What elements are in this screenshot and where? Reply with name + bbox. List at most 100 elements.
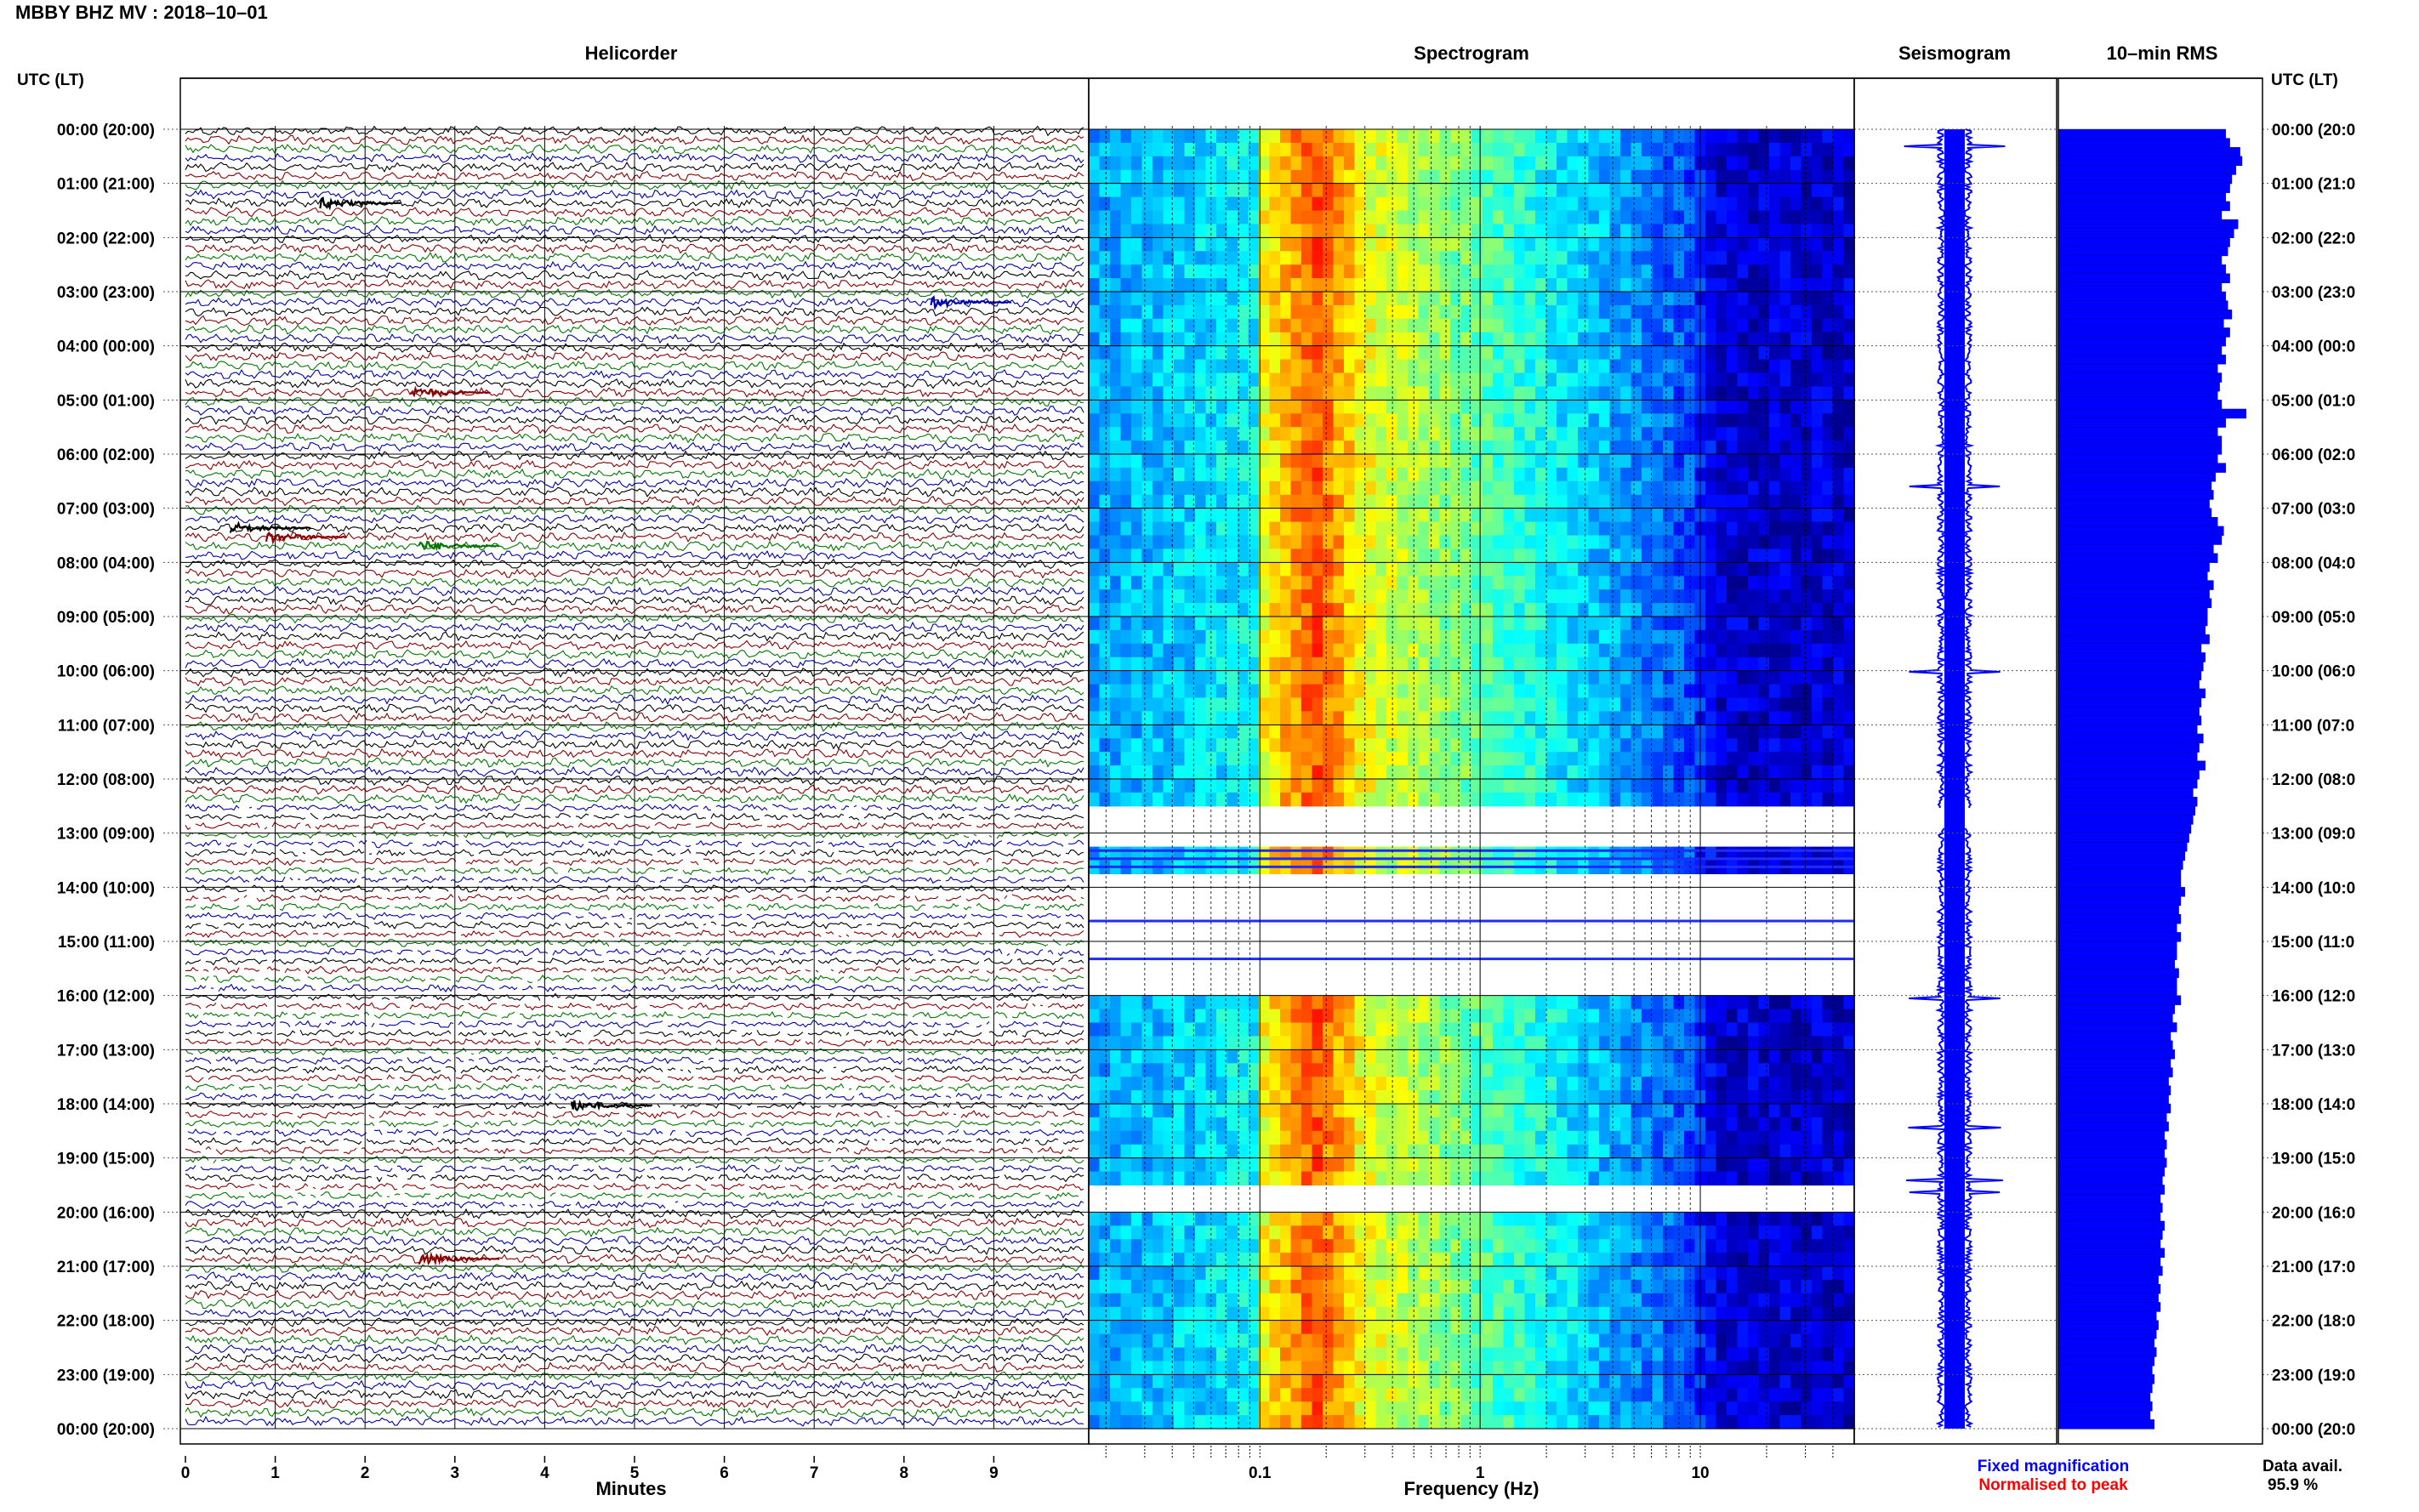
spectrogram-cell: [1323, 670, 1335, 685]
spectrogram-cell: [1259, 792, 1271, 807]
spectrogram-cell: [1120, 1036, 1132, 1050]
spectrogram-cell: [1503, 359, 1515, 374]
spectrogram-cell: [1120, 386, 1132, 401]
spectrogram-cell: [1822, 237, 1834, 252]
helicorder-event: [930, 295, 1012, 310]
spectrogram-cell: [1184, 251, 1196, 265]
spectrogram-cell: [1609, 1090, 1621, 1105]
spectrogram-cell: [1503, 603, 1515, 617]
spectrogram-cell: [1769, 508, 1781, 523]
spectrogram-cell: [1397, 603, 1409, 617]
spectrogram-cell: [1557, 738, 1568, 753]
spectrogram-cell: [1737, 278, 1749, 293]
spectrogram-cell: [1259, 697, 1271, 712]
spectrogram-cell: [1631, 480, 1642, 496]
spectrogram-cell: [1344, 480, 1356, 496]
spectrogram-cell: [1642, 1157, 1653, 1173]
spectrogram-cell: [1439, 670, 1451, 685]
spectrogram-cell: [1354, 169, 1366, 185]
spectrogram-cell: [1545, 278, 1557, 293]
spectrogram-cell: [1801, 603, 1813, 617]
spectrogram-cell: [1163, 1090, 1175, 1105]
spectrogram-cell: [1195, 210, 1207, 225]
spectrogram-cell: [1269, 372, 1281, 387]
spectrogram-cell: [1418, 562, 1430, 577]
spectrogram-cell: [1545, 142, 1557, 157]
spectrogram-cell: [1599, 603, 1611, 617]
spectrogram-cell: [1588, 1117, 1600, 1132]
spectrogram-cell: [1323, 1049, 1335, 1064]
spectrogram-cell: [1684, 278, 1696, 293]
spectrogram-cell: [1344, 562, 1356, 577]
spectrogram-cell: [1652, 508, 1664, 523]
spectrogram-cell: [1482, 1144, 1494, 1159]
spectrogram-cell: [1269, 725, 1281, 739]
spectrogram-cell: [1089, 156, 1101, 171]
spectrogram-cell: [1727, 129, 1739, 144]
spectrogram-cell: [1312, 318, 1323, 333]
spectrogram-cell: [1737, 467, 1749, 482]
spectrogram-cell: [1769, 292, 1781, 306]
spectrogram-cell: [1599, 467, 1611, 482]
spectrogram-cell: [1514, 643, 1526, 658]
spectrogram-cell: [1758, 562, 1770, 577]
spectrogram-cell: [1503, 210, 1515, 225]
spectrogram-cell: [1578, 1036, 1590, 1050]
spectrogram-cell: [1344, 441, 1356, 455]
spectrogram-cell: [1790, 1077, 1802, 1091]
spectrogram-cell: [1769, 562, 1781, 577]
spectrogram-cell: [1822, 264, 1834, 279]
spectrogram-cell: [1301, 1036, 1313, 1050]
spectrogram-cell: [1110, 1077, 1122, 1091]
spectrogram-cell: [1238, 1036, 1249, 1050]
spectrogram-cell: [1737, 1117, 1749, 1132]
spectrogram-cell: [1684, 1171, 1696, 1186]
spectrogram-cell: [1758, 413, 1770, 428]
spectrogram-cell: [1524, 508, 1536, 523]
spectrogram-cell: [1216, 779, 1228, 793]
spectrogram-cell: [1599, 413, 1611, 428]
spectrogram-cell: [1238, 1049, 1249, 1064]
spectrogram-cell: [1386, 617, 1398, 631]
spectrogram-cell: [1375, 562, 1387, 577]
spectrogram-cell: [1833, 1036, 1845, 1050]
spectrogram-cell: [1758, 386, 1770, 401]
spectrogram-cell: [1843, 345, 1855, 361]
spectrogram-cell: [1588, 779, 1600, 793]
spectrogram-cell: [1195, 264, 1207, 279]
spectrogram-cell: [1482, 1090, 1494, 1105]
spectrogram-cell: [1588, 684, 1600, 699]
spectrogram-cell: [1120, 304, 1132, 320]
spectrogram-cell: [1195, 196, 1207, 212]
spectrogram-cell: [1248, 603, 1260, 617]
spectrogram-cell: [1450, 264, 1462, 279]
spectrogram-cell: [1110, 251, 1122, 265]
spectrogram-cell: [1259, 372, 1271, 387]
spectrogram-cell: [1642, 129, 1653, 144]
spectrogram-cell: [1365, 1090, 1377, 1105]
spectrogram-cell: [1545, 129, 1557, 144]
spectrogram-cell: [1801, 318, 1813, 333]
spectrogram-cell: [1545, 1063, 1557, 1077]
spectrogram-cell: [1450, 1077, 1462, 1091]
spectrogram-cell: [1790, 1144, 1802, 1159]
spectrogram-cell: [1684, 467, 1696, 482]
spectrogram-cell: [1248, 1090, 1260, 1105]
spectrogram-cell: [1545, 441, 1557, 455]
spectrogram-cell: [1153, 454, 1164, 469]
spectrogram-cell: [1323, 427, 1335, 441]
spectrogram-cell: [1812, 1022, 1824, 1037]
spectrogram-cell: [1843, 643, 1855, 658]
spectrogram-cell: [1609, 304, 1621, 320]
spectrogram-cell: [1620, 156, 1632, 171]
spectrogram-cell: [1801, 549, 1813, 563]
spectrogram-cell: [1737, 169, 1749, 185]
spectrogram-cell: [1779, 169, 1791, 185]
spectrogram-cell: [1323, 210, 1335, 225]
spectrogram-cell: [1195, 792, 1207, 807]
spectrogram-cell: [1822, 576, 1834, 590]
spectrogram-cell: [1758, 535, 1770, 549]
spectrogram-cell: [1429, 576, 1441, 590]
spectrogram-cell: [1290, 752, 1302, 766]
spectrogram-cell: [1599, 251, 1611, 265]
